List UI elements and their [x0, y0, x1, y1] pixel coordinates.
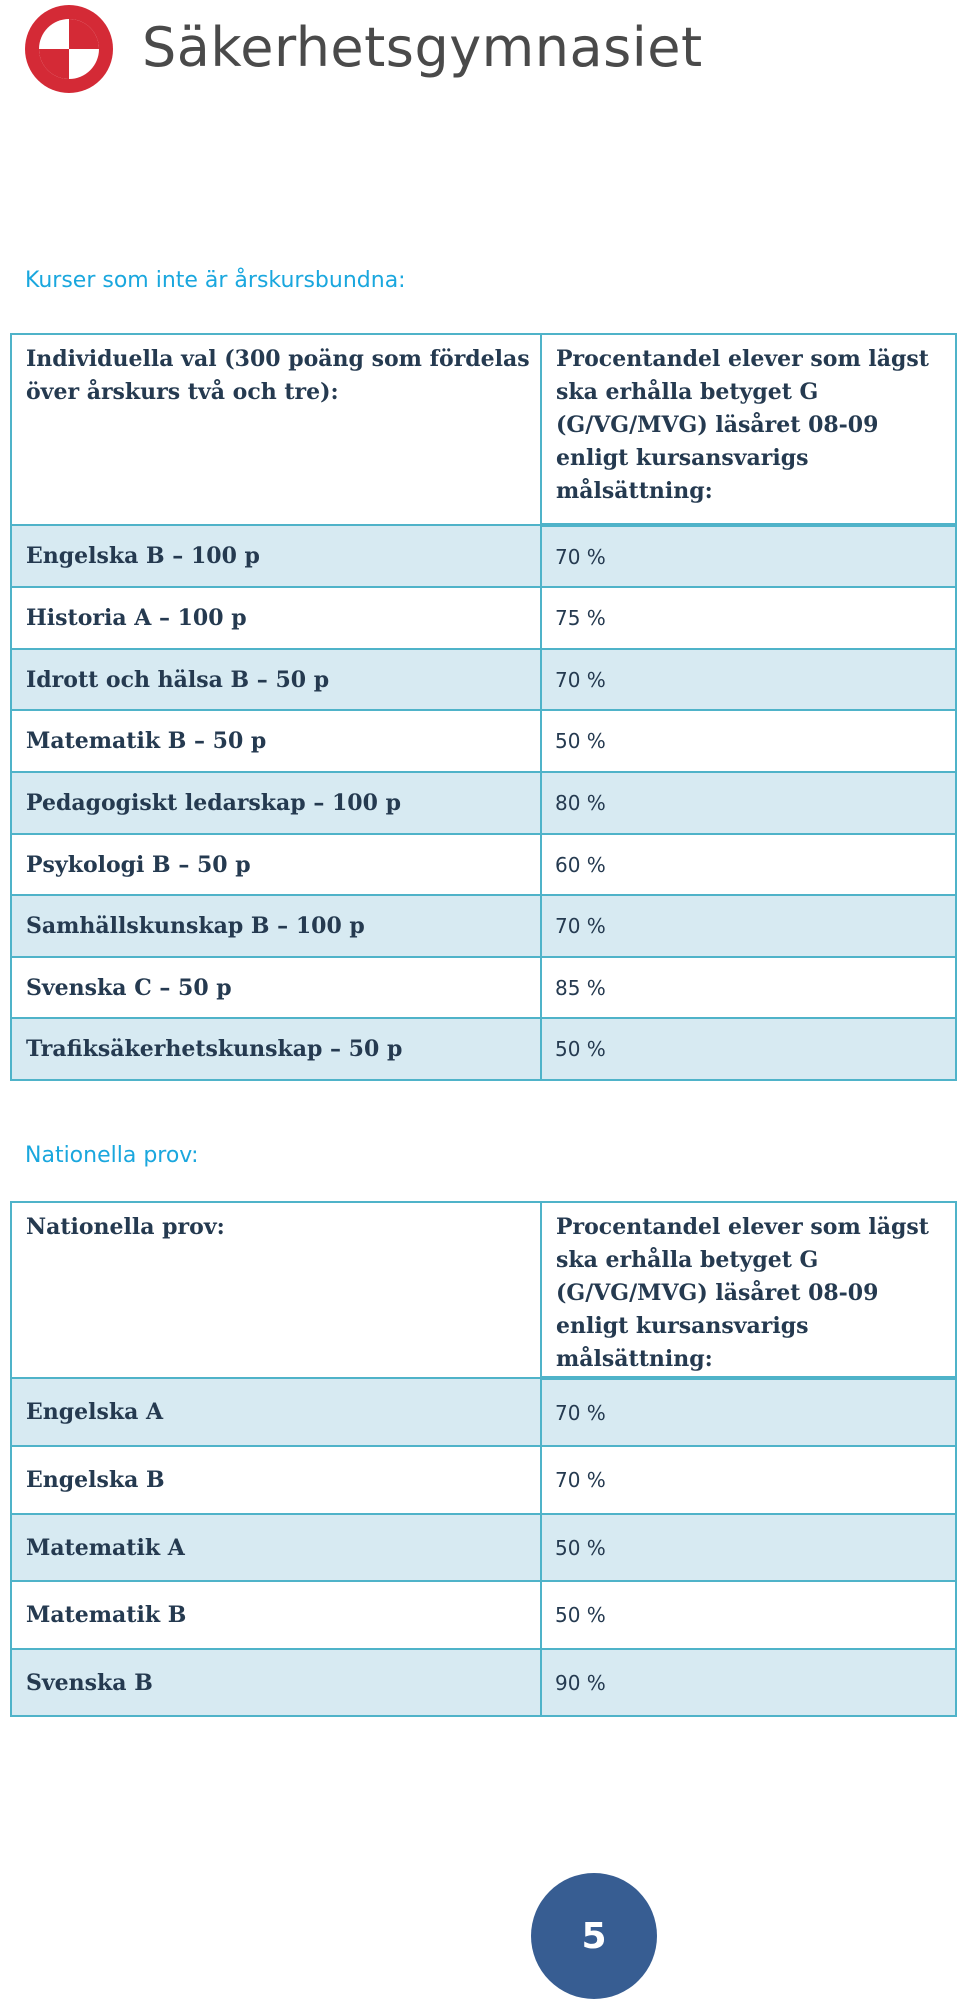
table-row: Matematik B – 50 p 50 % [10, 709, 957, 773]
test-target: 90 % [540, 1648, 957, 1717]
test-name: Engelska A [10, 1377, 542, 1447]
course-name: Psykologi B – 50 p [10, 833, 542, 896]
table-row: Svenska B 90 % [10, 1648, 957, 1717]
course-name: Pedagogiskt ledarskap – 100 p [10, 771, 542, 835]
national-tests-table: Nationella prov: Procentandel elever som… [10, 1201, 957, 1717]
course-name: Matematik B – 50 p [10, 709, 542, 773]
course-target: 70 % [540, 648, 957, 711]
header-individual-choices: Individuella val (300 poäng som fördelas… [10, 333, 542, 526]
table-row: Historia A – 100 p 75 % [10, 586, 957, 650]
school-logo: Säkerhetsgymnasiet [22, 2, 722, 97]
test-name: Engelska B [10, 1445, 542, 1515]
table-row: Idrott och hälsa B – 50 p 70 % [10, 648, 957, 711]
courses-table: Individuella val (300 poäng som fördelas… [10, 333, 957, 1081]
course-target: 75 % [540, 586, 957, 650]
shield-cross-logo-icon [25, 5, 113, 93]
table-row: Engelska B – 100 p 70 % [10, 524, 957, 588]
table-row: Psykologi B – 50 p 60 % [10, 833, 957, 896]
table-header-row: Nationella prov: Procentandel elever som… [10, 1201, 957, 1380]
course-name: Trafiksäkerhetskunskap – 50 p [10, 1017, 542, 1081]
table-row: Svenska C – 50 p 85 % [10, 956, 957, 1019]
table-row: Samhällskunskap B – 100 p 70 % [10, 894, 957, 958]
course-name: Svenska C – 50 p [10, 956, 542, 1019]
course-target: 50 % [540, 1017, 957, 1081]
course-name: Samhällskunskap B – 100 p [10, 894, 542, 958]
test-target: 70 % [540, 1445, 957, 1515]
test-target: 50 % [540, 1513, 957, 1582]
table-row: Matematik A 50 % [10, 1513, 957, 1582]
table-header-row: Individuella val (300 poäng som fördelas… [10, 333, 957, 527]
course-target: 70 % [540, 524, 957, 588]
header-percentage-description: Procentandel elever som lägst ska erhåll… [540, 1201, 957, 1380]
test-name: Svenska B [10, 1648, 542, 1717]
table-row: Engelska A 70 % [10, 1377, 957, 1447]
test-target: 70 % [540, 1377, 957, 1447]
table-row: Engelska B 70 % [10, 1445, 957, 1515]
test-name: Matematik A [10, 1513, 542, 1582]
course-target: 60 % [540, 833, 957, 896]
course-target: 85 % [540, 956, 957, 1019]
table-row: Matematik B 50 % [10, 1580, 957, 1650]
test-name: Matematik B [10, 1580, 542, 1650]
course-name: Historia A – 100 p [10, 586, 542, 650]
table-row: Pedagogiskt ledarskap – 100 p 80 % [10, 771, 957, 835]
section-heading-national-tests: Nationella prov: [25, 1143, 199, 1168]
table-row: Trafiksäkerhetskunskap – 50 p 50 % [10, 1017, 957, 1081]
header-national-tests: Nationella prov: [10, 1201, 542, 1379]
page-number-badge: 5 [531, 1873, 657, 1999]
header-percentage-description: Procentandel elever som lägst ska erhåll… [540, 333, 957, 527]
section-heading-courses: Kurser som inte är årskursbundna: [25, 268, 406, 293]
course-target: 70 % [540, 894, 957, 958]
test-target: 50 % [540, 1580, 957, 1650]
course-name: Engelska B – 100 p [10, 524, 542, 588]
course-name: Idrott och hälsa B – 50 p [10, 648, 542, 711]
course-target: 50 % [540, 709, 957, 773]
course-target: 80 % [540, 771, 957, 835]
logo-wordmark: Säkerhetsgymnasiet [142, 16, 703, 79]
